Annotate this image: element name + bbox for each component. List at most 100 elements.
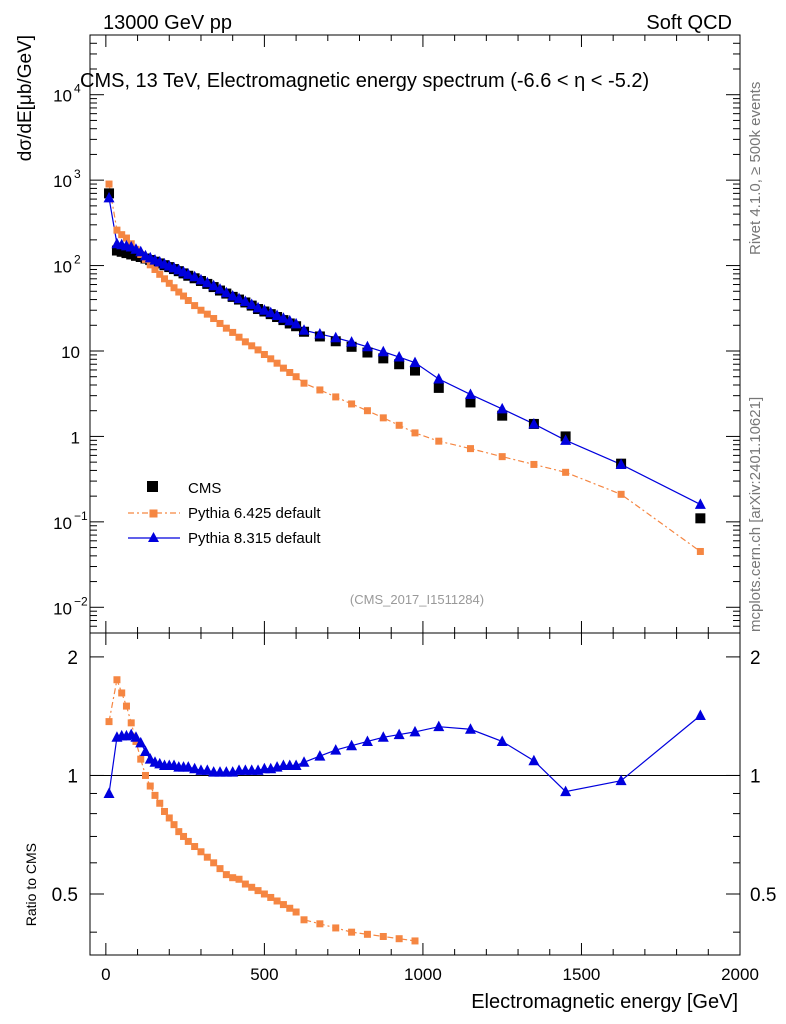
cms-point xyxy=(362,347,373,358)
ratio-pythia6-point xyxy=(316,920,324,928)
y-tick-label: 10 xyxy=(53,258,72,277)
x-tick-label: 1500 xyxy=(563,965,601,984)
cms-point xyxy=(497,410,508,421)
x-tick-label: 2000 xyxy=(721,965,759,984)
ratio-pythia6-point xyxy=(254,887,262,895)
ratio-pythia8-line xyxy=(108,715,701,794)
cms-point xyxy=(378,353,389,364)
ratio-pythia6-point xyxy=(146,782,154,790)
side-text-top: Rivet 4.1.0, ≥ 500k events xyxy=(747,82,764,255)
pythia6-point xyxy=(498,453,506,461)
ratio-y-tick-label: 0.5 xyxy=(52,885,78,906)
ratio-pythia6-point xyxy=(118,689,126,697)
ratio-pythia6-point xyxy=(170,821,178,829)
pythia6-point xyxy=(122,234,130,242)
ratio-pythia8-point xyxy=(615,774,627,786)
ratio-pythia6-point xyxy=(332,924,340,932)
pythia8-point xyxy=(346,336,358,347)
ratio-pythia6-point xyxy=(286,904,294,912)
ratio-y-axis-label: Ratio to CMS xyxy=(23,843,39,926)
ratio-pythia6-point xyxy=(363,930,371,938)
ratio-pythia8-point xyxy=(694,709,706,720)
pythia6-point xyxy=(210,315,218,323)
legend-label-pythia6: Pythia 6.425 default xyxy=(188,505,321,522)
main-y-axis-label: dσ/dE[μb/GeV] xyxy=(15,35,36,161)
pythia6-point xyxy=(300,379,308,387)
ratio-y-tick-label: 2 xyxy=(67,648,78,669)
pythia6-point xyxy=(267,355,275,363)
ratio-pythia6-point xyxy=(113,676,121,684)
x-tick-label: 1000 xyxy=(404,965,442,984)
ratio-y-tick-label: 1 xyxy=(67,766,78,787)
ratio-pythia6-point xyxy=(273,897,281,905)
pythia6-point xyxy=(696,547,704,555)
pythia6-point xyxy=(363,407,371,415)
ratio-pythia6-point xyxy=(300,916,308,924)
ratio-pythia8-point xyxy=(330,744,342,755)
cms-point xyxy=(433,382,444,393)
ratio-pythia8-point xyxy=(298,756,310,767)
pythia6-point xyxy=(248,342,256,350)
pythia6-point xyxy=(348,400,356,408)
ratio-pythia6-point xyxy=(141,771,149,779)
pythia8-point xyxy=(284,314,296,326)
pythia6-point xyxy=(180,292,188,300)
pythia8-point xyxy=(214,283,226,294)
x-tick-label: 0 xyxy=(101,965,110,984)
pythia8-point xyxy=(560,434,572,445)
ratio-plot-frame xyxy=(89,632,741,956)
pythia8-point xyxy=(271,309,283,321)
ratio-pythia6-point xyxy=(260,890,268,898)
x-axis-label: Electromagnetic energy [GeV] xyxy=(471,991,738,1013)
ratio-pythia8-point xyxy=(290,759,302,770)
pythia6-point xyxy=(229,328,237,336)
ratio-pythia6-point xyxy=(279,901,287,909)
ratio-pythia8-point xyxy=(130,731,142,742)
pythia6-point xyxy=(161,275,169,283)
ratio-pythia6-point xyxy=(222,871,230,879)
ratio-pythia6-point xyxy=(105,718,113,726)
pythia6-point xyxy=(332,393,340,401)
pythia8-point xyxy=(528,417,540,429)
ratio-pythia6-point xyxy=(210,859,218,867)
pythia8-point xyxy=(433,373,445,384)
pythia6-point xyxy=(146,261,154,269)
pythia6-point xyxy=(279,364,287,372)
pythia6-point xyxy=(170,284,178,292)
legend-label-pythia8: Pythia 8.315 default xyxy=(188,530,321,547)
pythia6-point xyxy=(105,180,113,188)
ratio-pythia6-point xyxy=(241,880,249,888)
ratio-pythia8-point xyxy=(560,785,572,797)
ratio-pythia8-point xyxy=(182,761,194,772)
ratio-pythia6-point xyxy=(191,843,199,851)
pythia6-point xyxy=(316,386,324,394)
pythia8-point xyxy=(277,312,289,323)
pythia8-point xyxy=(314,328,326,339)
ratio-y-tick-labels: 0.5 0.5 1 1 2 2 xyxy=(52,648,777,906)
pythia8-point xyxy=(208,279,220,291)
pythia8-point xyxy=(220,286,232,298)
ratio-pythia6-point xyxy=(197,848,205,856)
ratio-axis-ticks xyxy=(90,633,741,955)
pythia8-point xyxy=(189,270,201,282)
ratio-pythia6-point xyxy=(175,828,183,836)
pythia8-point xyxy=(330,331,342,343)
pythia6-point xyxy=(260,350,268,358)
pythia6-point xyxy=(241,338,249,346)
pythia6-point xyxy=(191,302,199,310)
ratio-pythia8-point xyxy=(189,762,201,774)
ratio-pythia6-point xyxy=(379,932,387,940)
pythia6-point xyxy=(395,421,403,429)
main-axis-ticks xyxy=(90,34,741,634)
legend-marker-pythia6 xyxy=(149,509,158,518)
y-tick-label: 10 xyxy=(53,599,72,618)
pythia8-point xyxy=(258,304,270,315)
header-left: 13000 GeV pp xyxy=(103,12,232,34)
cms-point xyxy=(394,359,405,370)
pythia6-point xyxy=(156,270,164,278)
x-tick-labels: 0 500 1000 1500 2000 xyxy=(101,965,759,984)
ratio-pythia6-point xyxy=(348,928,356,936)
ratio-pythia6-point xyxy=(122,702,130,710)
pythia8-point xyxy=(135,245,147,257)
pythia6-point xyxy=(435,437,443,445)
